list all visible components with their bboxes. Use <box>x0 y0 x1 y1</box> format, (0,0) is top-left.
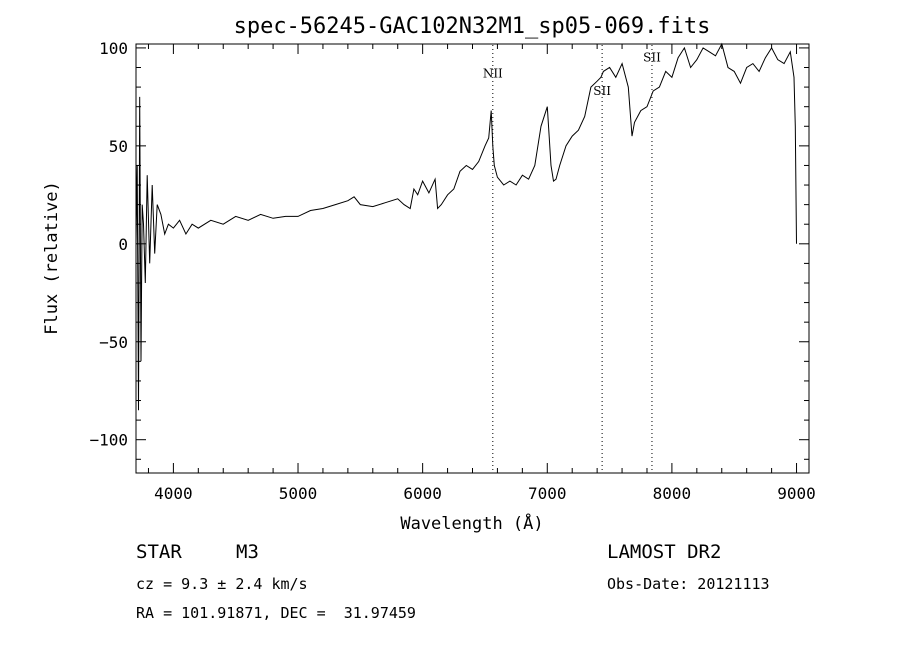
y-tick-label: −50 <box>99 333 128 352</box>
object-subclass: M3 <box>236 541 259 563</box>
y-tick-label: 0 <box>118 235 128 254</box>
y-tick-label: 100 <box>99 39 128 58</box>
x-tick-label: 5000 <box>279 484 318 503</box>
line-marker-label: NII <box>483 66 503 80</box>
x-tick-label: 9000 <box>777 484 816 503</box>
chart-title: spec-56245-GAC102N32M1_sp05-069.fits <box>234 14 711 39</box>
survey-name: LAMOST DR2 <box>607 541 722 563</box>
y-tick-label: 50 <box>109 137 128 156</box>
x-tick-label: 8000 <box>653 484 692 503</box>
y-tick-label: −100 <box>89 431 128 450</box>
coordinates: RA = 101.91871, DEC = 31.97459 <box>136 604 416 622</box>
y-axis-label: Flux (relative) <box>42 181 62 335</box>
plot-frame <box>135 43 810 474</box>
object-class: STAR <box>136 541 182 563</box>
x-axis-label: Wavelength (Å) <box>400 512 543 534</box>
redshift-velocity: cz = 9.3 ± 2.4 km/s <box>136 575 308 593</box>
x-tick-label: 6000 <box>403 484 442 503</box>
x-tick-label: 4000 <box>154 484 193 503</box>
x-tick-label: 7000 <box>528 484 567 503</box>
observation-date: Obs-Date: 20121113 <box>607 575 770 593</box>
line-marker-label: SII <box>643 51 661 65</box>
spectrum-line <box>135 42 797 411</box>
line-marker-label: SII <box>593 84 611 98</box>
